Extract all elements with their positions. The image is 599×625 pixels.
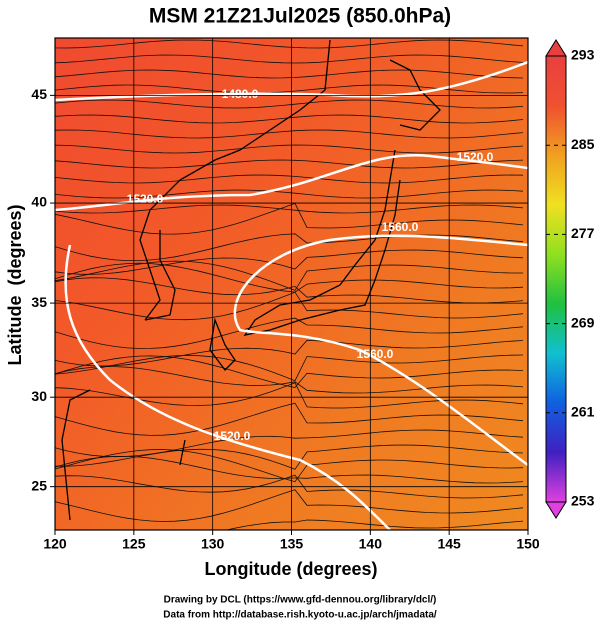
x-tick-label: 130: [201, 536, 225, 552]
streamline: [55, 366, 524, 394]
chart-title: MSM 21Z21Jul2025 (850.0hPa): [149, 5, 451, 28]
streamline: [55, 489, 524, 522]
streamline: [55, 260, 523, 291]
streamline: [55, 129, 524, 139]
streamline: [55, 69, 524, 79]
footer-credit: Drawing by DCL (https://www.gfd-dennou.o…: [164, 595, 437, 606]
contour-label: 1520.0: [127, 192, 164, 206]
y-tick-label: 40: [31, 194, 47, 210]
contour-label: 1520.0: [457, 150, 494, 164]
streamline: [55, 277, 524, 304]
contour-line: [64, 244, 391, 530]
colorbar-tick-label: 269: [571, 314, 595, 330]
contour-line: [233, 234, 528, 467]
streamline: [55, 249, 524, 275]
streamline: [55, 474, 524, 499]
y-tick-label: 35: [31, 294, 47, 310]
contour-label: 1480.0: [222, 87, 259, 101]
colorbar: [545, 55, 567, 503]
x-tick-label: 120: [43, 536, 67, 552]
x-tick-label: 135: [280, 536, 304, 552]
streamline: [55, 291, 524, 321]
streamline: [55, 99, 524, 109]
streamline: [55, 456, 524, 484]
streamline: [55, 519, 524, 530]
streamline: [55, 339, 524, 367]
y-tick-label: 25: [31, 477, 47, 493]
colorbar-tick-label: 293: [571, 47, 595, 63]
streamline: [55, 317, 524, 349]
contour-label: 1560.0: [357, 347, 394, 361]
y-tick-label: 30: [31, 388, 47, 404]
streamline: [55, 354, 524, 382]
streamline: [55, 159, 524, 169]
colorbar-tick-label: 253: [571, 493, 595, 509]
x-tick-label: 150: [516, 536, 540, 552]
streamline: [55, 144, 524, 154]
streamline: [55, 189, 524, 199]
x-tick-label: 140: [359, 536, 383, 552]
contour-label: 1560.0: [382, 220, 419, 234]
contour-line: [55, 154, 528, 212]
y-tick-label: 45: [31, 86, 47, 102]
streamline: [55, 114, 524, 124]
streamline: [55, 402, 524, 436]
streamline: [55, 54, 524, 64]
streamlines: [55, 39, 524, 530]
x-axis-label: Longitude (degrees): [204, 559, 377, 579]
x-tick-label: 145: [437, 536, 461, 552]
streamline: [55, 202, 524, 235]
streamline: [55, 174, 524, 184]
streamline: [55, 39, 524, 49]
x-tick-label: 125: [122, 536, 146, 552]
colorbar-tick-label: 261: [571, 404, 595, 420]
contour-label: 1520.0: [214, 429, 251, 443]
colorbar-extend-top: [545, 39, 567, 57]
streamline: [55, 355, 524, 388]
colorbar-tick-label: 285: [571, 136, 595, 152]
y-axis-label: Latitude (degrees): [5, 204, 25, 365]
colorbar-tick-label: 277: [571, 225, 595, 241]
colorbar-extend-bottom: [545, 501, 567, 519]
streamline: [55, 262, 524, 293]
footer-source: Data from http://database.rish.kyoto-u.a…: [163, 610, 437, 621]
streamline: [55, 444, 524, 470]
streamline: [55, 233, 524, 261]
streamline: [55, 204, 524, 214]
